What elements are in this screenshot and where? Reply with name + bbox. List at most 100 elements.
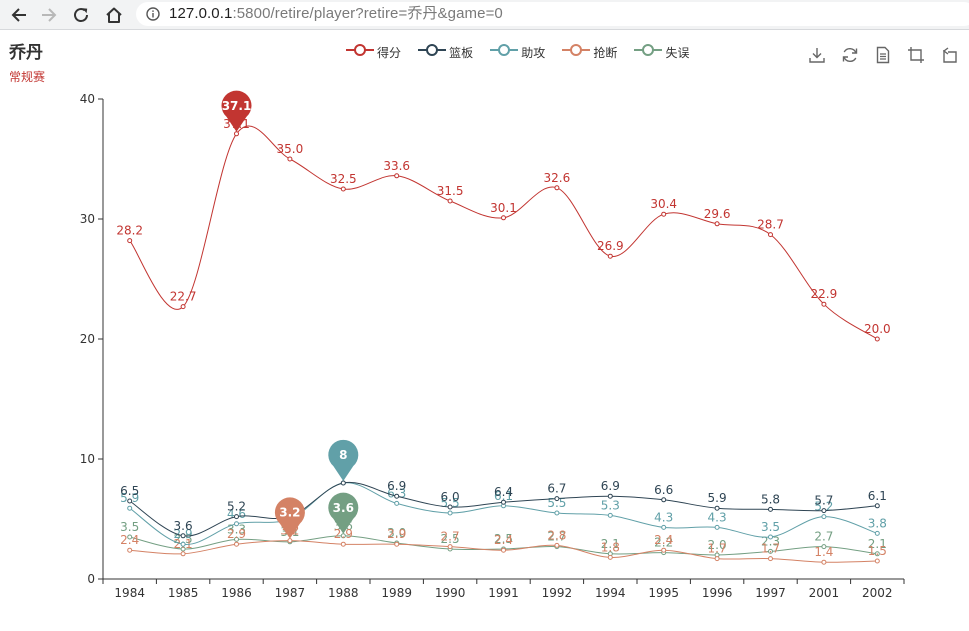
data-label: 33.6: [383, 159, 410, 173]
data-label: 4.6: [227, 507, 246, 521]
back-button[interactable]: [6, 2, 32, 28]
legend-item-steals[interactable]: 抢断: [562, 42, 618, 60]
data-point: [447, 544, 453, 550]
home-button[interactable]: [101, 2, 127, 28]
legend-line-marker-icon: [346, 44, 374, 56]
data-label: 5.3: [601, 498, 620, 512]
y-tick-label: 20: [80, 332, 95, 346]
chart-toolbox: [808, 46, 968, 66]
legend: 得分 篮板 助攻 抢断 失误: [346, 42, 701, 60]
data-point: [501, 215, 506, 221]
data-label: 32.5: [330, 172, 357, 186]
pin-label: 37.1: [222, 99, 252, 113]
data-label: 2.8: [547, 528, 566, 542]
legend-line-marker-icon: [418, 44, 447, 56]
data-label: 2.1: [601, 537, 620, 551]
forward-button[interactable]: [36, 2, 62, 28]
data-label: 2.7: [547, 530, 566, 544]
zoom-reset-icon[interactable]: [940, 46, 958, 64]
data-point: [234, 521, 239, 527]
legend-item-rebounds[interactable]: 篮板: [418, 42, 474, 60]
data-label: 3.0: [387, 526, 406, 540]
url-text[interactable]: 127.0.0.1:5800/retire/player?retire=乔丹&g…: [169, 5, 503, 23]
data-label: 6.6: [654, 483, 673, 497]
data-view-icon[interactable]: [874, 46, 892, 64]
info-icon[interactable]: [146, 7, 160, 21]
data-label: 2.9: [387, 527, 406, 541]
legend-label: 篮板: [449, 46, 474, 60]
data-label: 2.4: [654, 533, 673, 547]
data-label: 30.1: [490, 201, 517, 215]
data-point: [874, 558, 880, 564]
data-point: [607, 554, 613, 560]
data-point: [554, 510, 560, 516]
max-marker-pin: 37.1: [221, 90, 252, 132]
zoom-icon[interactable]: [907, 46, 925, 64]
legend-item-points[interactable]: 得分: [346, 42, 401, 60]
legend-item-turnovers[interactable]: 失误: [634, 42, 689, 60]
data-label: 2.4: [120, 533, 139, 547]
data-point: [821, 301, 827, 307]
data-label: 20.0: [864, 322, 891, 336]
x-tick-label: 1985: [168, 586, 199, 600]
y-tick-label: 0: [87, 572, 95, 586]
data-point: [234, 536, 239, 542]
data-point: [287, 156, 293, 162]
data-point: [394, 541, 400, 547]
data-label: 2.1: [868, 537, 887, 551]
legend-item-assists[interactable]: 助攻: [490, 42, 545, 60]
data-point: [821, 559, 827, 565]
data-label: 1.7: [761, 542, 780, 556]
data-point: [768, 506, 773, 512]
data-point: [554, 542, 560, 548]
refresh-icon[interactable]: [841, 46, 859, 64]
data-label: 30.4: [650, 197, 677, 211]
data-point: [874, 503, 880, 509]
data-point: [234, 514, 239, 520]
pin-label: 3.6: [333, 501, 354, 515]
x-tick-label: 1990: [435, 586, 466, 600]
data-point: [714, 221, 720, 227]
data-label: 6.1: [868, 489, 887, 503]
data-point: [874, 336, 880, 342]
data-point: [874, 530, 880, 536]
x-tick-label: 1989: [381, 586, 412, 600]
max-marker-pin: 3.2: [274, 497, 305, 539]
data-label: 2.5: [494, 532, 513, 546]
data-point: [394, 173, 400, 179]
data-point: [127, 505, 133, 511]
data-point: [768, 548, 773, 554]
x-tick-label: 1992: [542, 586, 573, 600]
data-point: [607, 512, 613, 518]
data-point: [607, 253, 613, 259]
data-label: 4.3: [654, 510, 673, 524]
data-point: [340, 480, 346, 486]
arrow-right-icon: [42, 8, 57, 22]
series-line: [129, 125, 878, 340]
home-icon: [106, 7, 122, 23]
data-point: [447, 510, 453, 516]
download-icon[interactable]: [808, 46, 826, 64]
data-label: 6.4: [494, 485, 513, 499]
data-point: [661, 497, 667, 503]
data-point: [180, 541, 186, 547]
reload-button[interactable]: [68, 2, 94, 28]
data-label: 35.0: [277, 142, 304, 156]
data-point: [714, 524, 720, 530]
data-label: 22.7: [170, 290, 197, 304]
data-label: 6.7: [547, 482, 566, 496]
data-label: 3.5: [120, 520, 139, 534]
address-bar[interactable]: 127.0.0.1:5800/retire/player?retire=乔丹&g…: [136, 2, 969, 26]
chart-title: 乔丹: [9, 43, 43, 63]
data-point: [821, 508, 827, 514]
data-point: [821, 544, 827, 550]
data-label: 1.8: [601, 540, 620, 554]
pin-label: 3.2: [279, 506, 300, 520]
data-point: [447, 198, 453, 204]
url-path: :5800/retire/player?retire=乔丹&game=0: [232, 5, 503, 22]
data-label: 6.0: [441, 490, 460, 504]
legend-line-marker-icon: [490, 44, 519, 56]
legend-label: 抢断: [593, 46, 618, 60]
data-label: 2.9: [227, 527, 246, 541]
